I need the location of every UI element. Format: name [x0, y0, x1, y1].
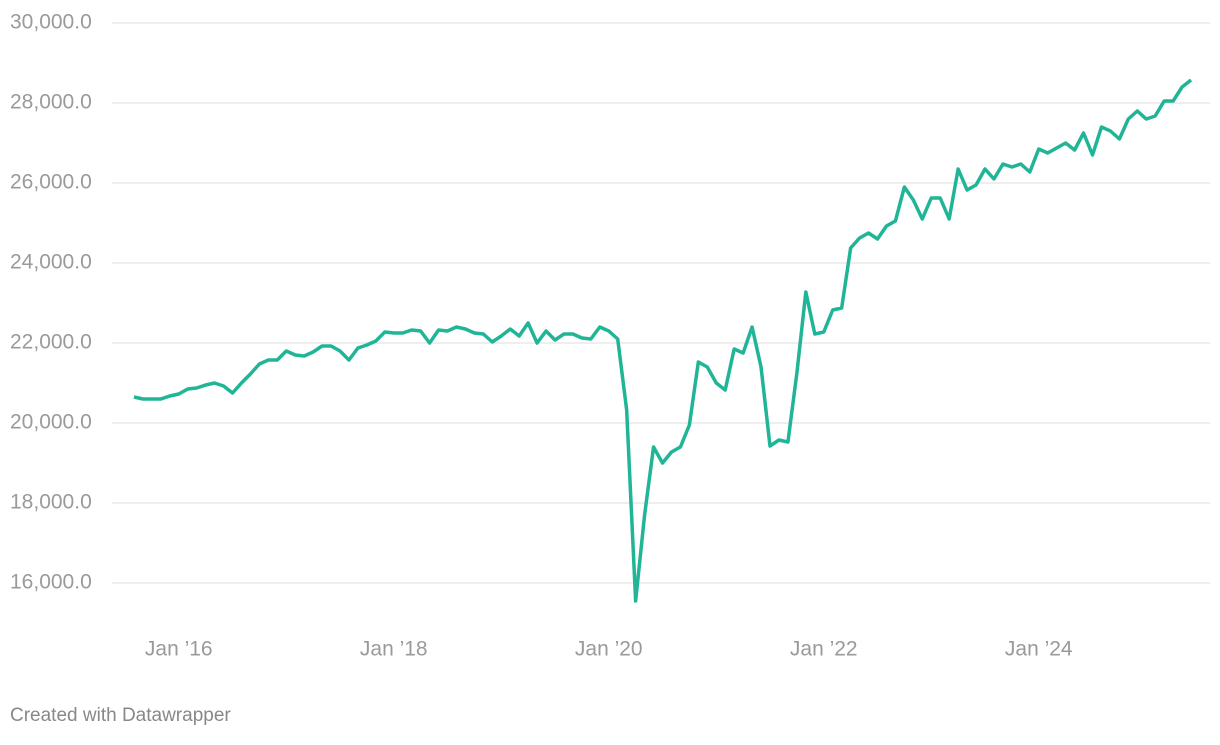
- y-tick-label: 26,000.0: [10, 171, 92, 194]
- x-tick-label: Jan ’20: [575, 638, 643, 661]
- x-tick-label: Jan ’22: [790, 638, 858, 661]
- y-tick-label: 24,000.0: [10, 251, 92, 274]
- x-tick-label: Jan ’18: [360, 638, 428, 661]
- y-tick-label: 18,000.0: [10, 491, 92, 514]
- y-tick-label: 30,000.0: [10, 11, 92, 34]
- footer: Created with Datawrapper: [10, 705, 231, 726]
- y-tick-label: 22,000.0: [10, 331, 92, 354]
- x-tick-label: Jan ’16: [145, 638, 213, 661]
- y-tick-label: 28,000.0: [10, 91, 92, 114]
- data-line: [133, 78, 1193, 603]
- x-tick-label: Jan ’24: [1005, 638, 1073, 661]
- y-tick-label: 16,000.0: [10, 571, 92, 594]
- y-tick-label: 20,000.0: [10, 411, 92, 434]
